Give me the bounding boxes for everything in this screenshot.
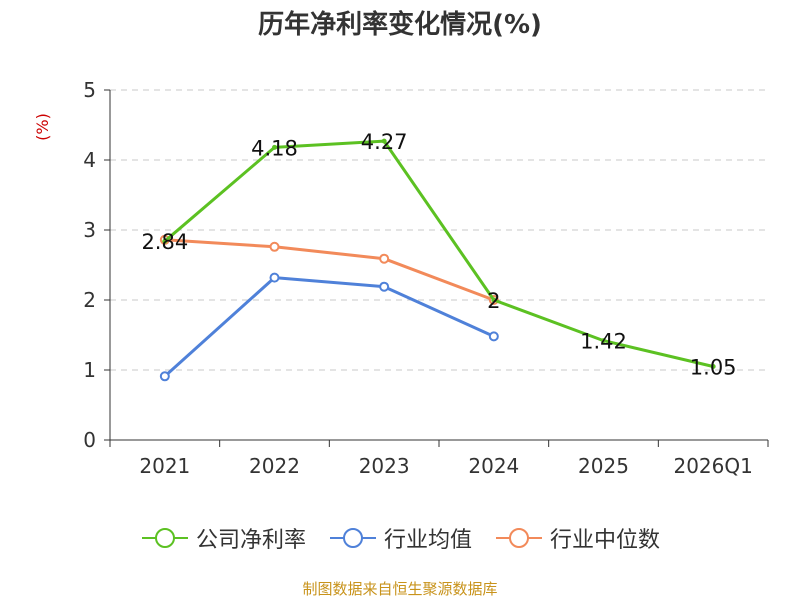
legend-circle: [342, 528, 363, 548]
legend-marker-icon: [496, 528, 542, 548]
x-tick-label: 2025: [578, 454, 629, 478]
x-tick-label: 2021: [139, 454, 190, 478]
x-tick-label: 2022: [249, 454, 300, 478]
series-line: [164, 238, 495, 302]
x-tick-label: 2024: [468, 454, 519, 478]
data-point: [710, 364, 716, 369]
data-point: [162, 238, 168, 244]
legend-circle: [154, 528, 175, 548]
data-label: 1.42: [580, 330, 627, 354]
legend-item[interactable]: 行业中位数: [494, 522, 660, 554]
data-label: 4.27: [361, 130, 408, 154]
legend-marker-icon: [141, 528, 188, 548]
data-point: [491, 297, 497, 303]
data-point: [601, 338, 606, 344]
y-tick-label: 1: [83, 358, 96, 382]
legend-item[interactable]: 行业均值: [328, 522, 472, 554]
data-label: 4.18: [251, 136, 298, 160]
y-axis-label: (%): [33, 113, 52, 141]
legend-label: 行业中位数: [550, 528, 661, 553]
legend-label: 行业均值: [383, 528, 472, 553]
data-label: 2: [487, 289, 500, 313]
legend-label: 公司净利率: [195, 528, 306, 553]
data-label: 1.05: [690, 356, 737, 380]
data-point: [269, 272, 280, 283]
series-line: [163, 276, 495, 378]
series-line: [163, 139, 714, 368]
data-point: [272, 144, 277, 150]
chart-title: 历年净利率变化情况(%): [258, 10, 542, 40]
data-point: [269, 241, 280, 252]
legend-marker-icon: [329, 528, 376, 548]
data-point: [379, 253, 390, 264]
data-point: [488, 331, 499, 342]
legend: 公司净利率 行业均值 行业中位数: [0, 520, 800, 556]
y-tick-label: 4: [83, 148, 96, 172]
y-tick-label: 0: [83, 428, 96, 452]
legend-item[interactable]: 公司净利率: [140, 522, 306, 554]
chart-plot: (%) 0 1 2 3 4 5 2021 2022 2023 2024 2025 2026Q1 2.8…: [33, 78, 769, 478]
legend-circle: [509, 528, 529, 548]
data-point: [379, 281, 390, 292]
data-label: 2.84: [141, 230, 188, 254]
x-tick-label: 2026Q1: [673, 454, 752, 478]
x-tick-label: 2023: [359, 454, 410, 478]
y-tick-label: 2: [83, 288, 96, 312]
y-tick-label: 5: [83, 78, 96, 102]
data-point: [381, 138, 387, 144]
y-tick-label: 3: [83, 218, 96, 242]
data-point: [159, 371, 170, 382]
data-source-footer: 制图数据来自恒生聚源数据库: [302, 580, 498, 598]
